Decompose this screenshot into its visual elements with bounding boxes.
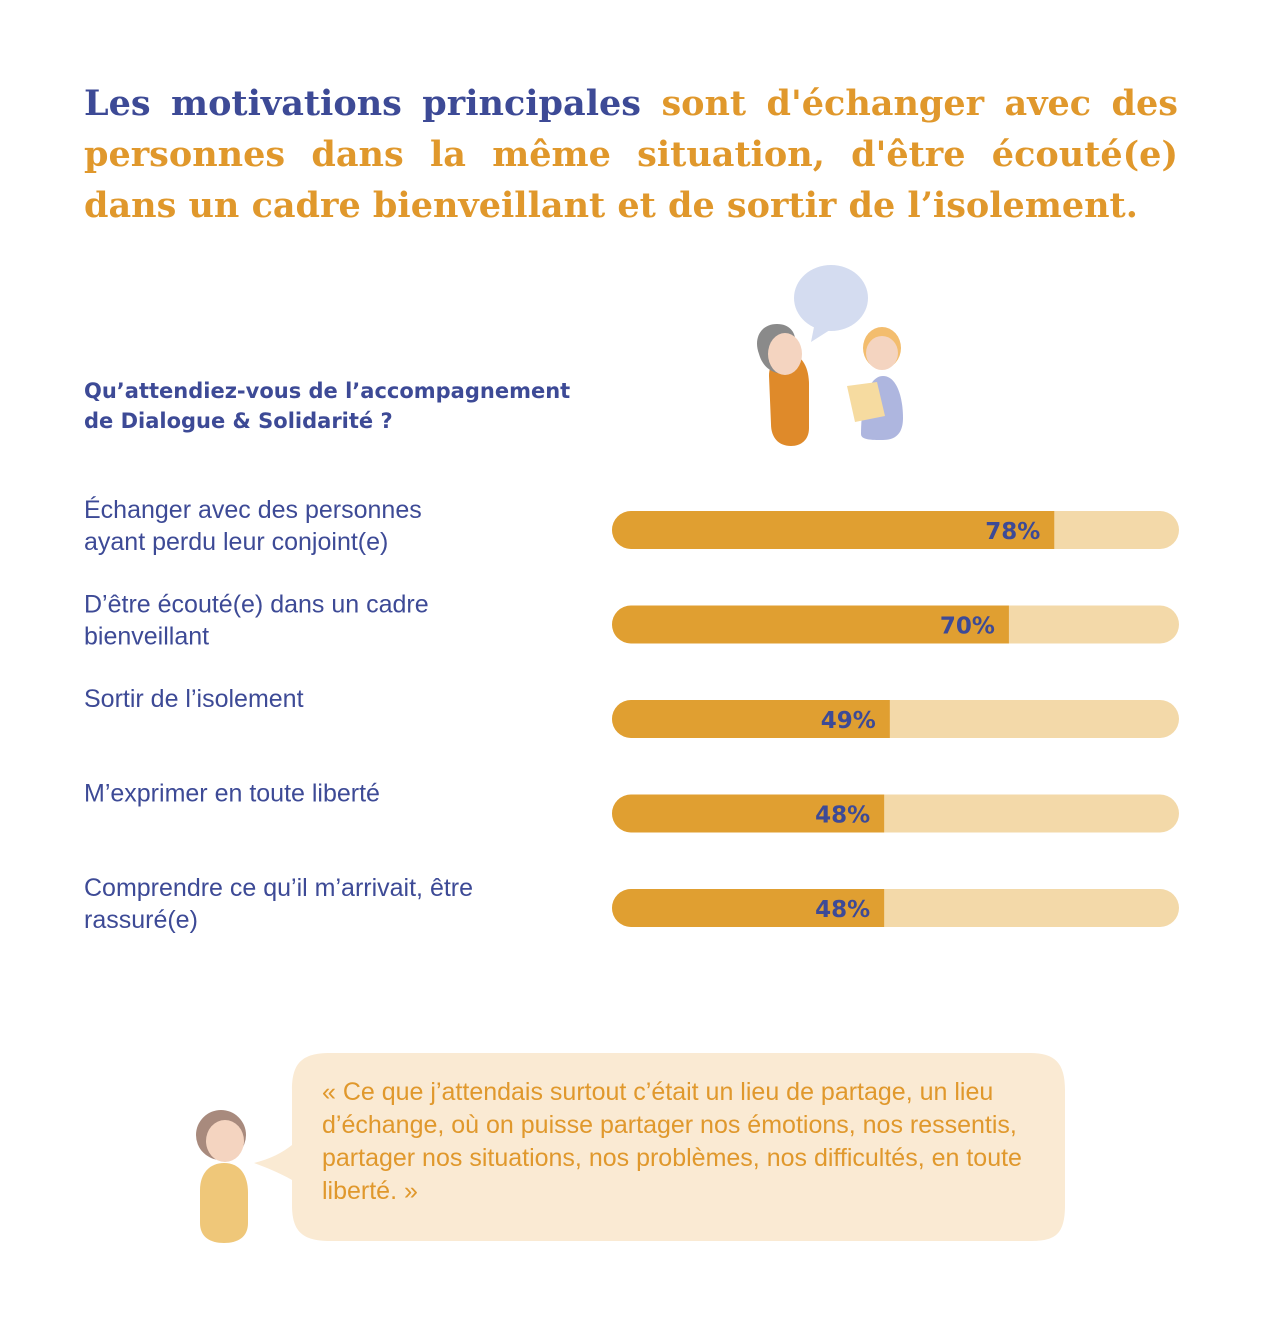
value-label: 48% xyxy=(815,803,870,829)
quote-illustration xyxy=(196,1053,1065,1243)
woman-figure-icon xyxy=(757,324,809,446)
chart-question: Qu’attendiez-vous de l’accompagnement de… xyxy=(84,376,704,436)
category-label: rassuré(e) xyxy=(84,906,198,934)
bar-chart: 78% Échanger avec des personnes ayant perd… xyxy=(84,495,1179,934)
testimonial-quote: « Ce que j’attendais surtout c’était un … xyxy=(322,1078,1022,1205)
headline: Les motivations principales sont d'échan… xyxy=(84,78,1178,231)
value-label: 48% xyxy=(815,897,870,923)
man-figure-icon xyxy=(847,327,903,440)
category-label: ayant perdu leur conjoint(e) xyxy=(84,528,388,556)
bar-row: 48% M’exprimer en toute liberté xyxy=(84,780,1179,833)
category-label: D’être écouté(e) dans un cadre xyxy=(84,591,429,619)
category-label: Comprendre ce qu’il m’arrivait, être xyxy=(84,874,473,902)
category-label: bienveillant xyxy=(84,623,209,651)
value-label: 49% xyxy=(821,708,876,734)
bar-row: 49% Sortir de l’isolement xyxy=(84,685,1179,738)
category-label: M’exprimer en toute liberté xyxy=(84,780,380,808)
headline-emphasis: Les motivations principales xyxy=(84,83,641,124)
category-label: Sortir de l’isolement xyxy=(84,685,304,713)
value-label: 70% xyxy=(940,614,995,640)
question-line-2: de Dialogue & Solidarité ? xyxy=(84,409,393,433)
bar-row: 70% D’être écouté(e) dans un cadre bienvei… xyxy=(84,591,1179,651)
headline-rest: sont d'échanger avec des personnes dans … xyxy=(84,83,1179,226)
value-label: 78% xyxy=(985,519,1040,545)
bar-fill xyxy=(612,889,885,927)
bar-row: 48% Comprendre ce qu’il m’arrivait, être r… xyxy=(84,874,1179,934)
quote-bubble xyxy=(254,1053,1065,1241)
bar-row: 78% Échanger avec des personnes ayant perd… xyxy=(84,495,1179,556)
bar-fill xyxy=(612,794,885,833)
two-people-conversation-icon xyxy=(757,265,903,446)
bar-fill xyxy=(612,605,1009,644)
bar-fill xyxy=(612,700,890,738)
question-line-1: Qu’attendiez-vous de l’accompagnement xyxy=(84,379,571,403)
speaking-person-icon xyxy=(196,1110,248,1243)
speech-bubble-icon xyxy=(794,265,868,342)
bar-fill xyxy=(612,511,1055,549)
category-label: Échanger avec des personnes xyxy=(84,495,422,524)
